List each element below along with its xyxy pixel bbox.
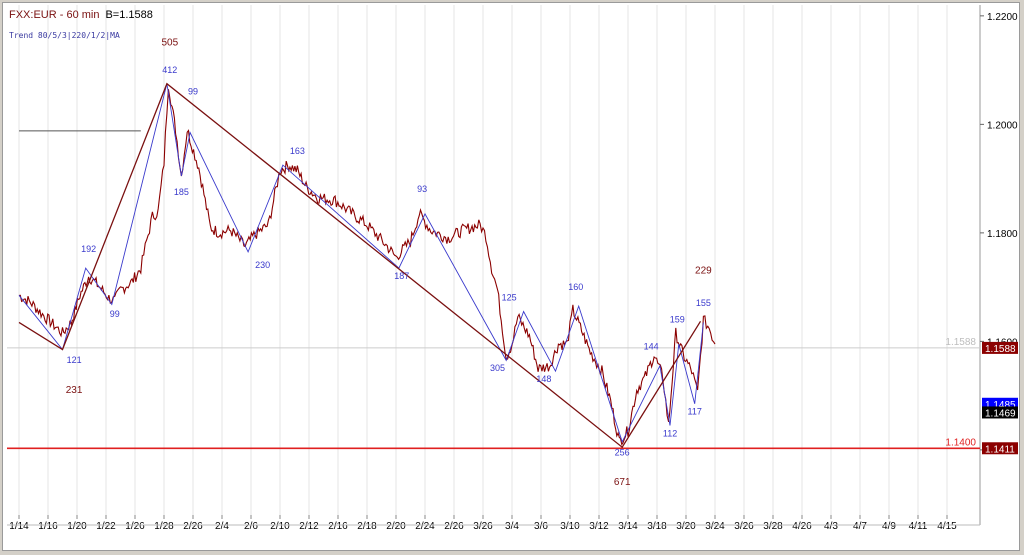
wave-label: 121 — [67, 355, 82, 365]
wave-label: 144 — [644, 342, 659, 352]
wave-label: 412 — [162, 65, 177, 75]
x-tick-label: 3/24 — [705, 521, 725, 532]
price-tag-label: 1.1588 — [985, 344, 1016, 355]
wave-label: 230 — [255, 260, 270, 270]
wave-label: 148 — [536, 374, 551, 384]
trend-line — [18, 82, 702, 449]
x-tick-label: 4/11 — [909, 521, 928, 532]
wave-label: 192 — [81, 244, 96, 254]
x-tick-label: 4/7 — [853, 521, 867, 532]
x-tick-label: 3/20 — [676, 521, 696, 532]
x-tick-label: 2/26 — [444, 521, 464, 532]
x-tick-label: 1/26 — [125, 521, 145, 532]
chart-header: FXX:EUR - 60 min B=1.1588 — [9, 9, 153, 21]
count-label: 231 — [66, 385, 83, 396]
wave-label: 185 — [174, 187, 189, 197]
x-tick-label: 3/6 — [534, 521, 548, 532]
wave-label: 155 — [696, 298, 711, 308]
price-tag-label: 1.1469 — [985, 408, 1016, 419]
price-tag — [982, 341, 1018, 354]
y-tick-label: 1.1800 — [987, 229, 1018, 240]
x-tick-label: 1/14 — [9, 521, 29, 532]
x-tick-label: 4/3 — [824, 521, 838, 532]
x-tick-label: 3/4 — [505, 521, 519, 532]
wave-label: 163 — [290, 146, 305, 156]
wave-label: 112 — [663, 428, 677, 438]
y-tick-label: 1.2000 — [987, 120, 1018, 131]
x-tick-label: 3/12 — [589, 521, 609, 532]
count-label: 671 — [614, 477, 631, 488]
wave-label: 159 — [670, 314, 685, 324]
price-tag — [982, 442, 1018, 455]
count-label: 229 — [695, 266, 712, 277]
x-tick-label: 2/4 — [215, 521, 229, 532]
x-tick-label: 4/26 — [792, 521, 812, 532]
chart-symbol: FXX:EUR - 60 min — [9, 9, 100, 21]
x-tick-label: 3/26 — [473, 521, 493, 532]
x-tick-label: 3/26 — [734, 521, 754, 532]
wave-label: 117 — [688, 407, 702, 417]
x-tick-label: 2/12 — [299, 521, 319, 532]
x-tick-label: 2/20 — [386, 521, 406, 532]
y-tick-label: 1.2200 — [987, 12, 1018, 23]
x-tick-label: 3/10 — [560, 521, 580, 532]
price-chart[interactable]: 1/14 1/16 1/20 1/22 1/26 1/28 2/26 2/4 2/6 2/10 2/… — [3, 3, 1019, 550]
indicator-label: Trend 80/5/3|220/1/2|MA — [9, 31, 120, 40]
wave-label: 160 — [568, 282, 583, 292]
x-tick-label: 4/9 — [882, 521, 896, 532]
x-tick-label: 2/18 — [357, 521, 377, 532]
last-value: B=1.1588 — [105, 9, 153, 21]
inline-price-label: 1.1588 — [945, 337, 976, 348]
wave-label: 256 — [615, 447, 630, 457]
x-tick-label: 1/16 — [38, 521, 58, 532]
price-tag-label: 1.1411 — [985, 444, 1015, 455]
price-tag-label: 1.1485 — [985, 400, 1016, 411]
x-tick-label: 2/10 — [270, 521, 290, 532]
wave-label: 99 — [110, 309, 120, 319]
inline-price-label: 1.1400 — [945, 437, 976, 448]
x-tick-label: 4/15 — [937, 521, 957, 532]
x-tick-label: 2/6 — [244, 521, 258, 532]
x-tick-label: 2/16 — [328, 521, 348, 532]
x-tick-label: 3/28 — [763, 521, 783, 532]
wave-label: 93 — [417, 184, 427, 194]
x-tick-label: 2/26 — [183, 521, 203, 532]
wave-label: 305 — [490, 363, 505, 373]
price-tag — [982, 406, 1018, 419]
wave-line — [18, 83, 704, 443]
wave-label: 187 — [394, 271, 409, 281]
x-tick-label: 3/18 — [647, 521, 667, 532]
x-tick-label: 3/14 — [618, 521, 638, 532]
x-tick-label: 1/22 — [96, 521, 116, 532]
wave-label: 125 — [502, 293, 517, 303]
x-tick-label: 1/28 — [154, 521, 174, 532]
x-tick-label: 1/20 — [67, 521, 87, 532]
count-label: 505 — [161, 38, 178, 49]
x-tick-label: 2/24 — [415, 521, 435, 532]
price-series-line — [18, 89, 716, 446]
wave-label: 99 — [188, 87, 198, 97]
